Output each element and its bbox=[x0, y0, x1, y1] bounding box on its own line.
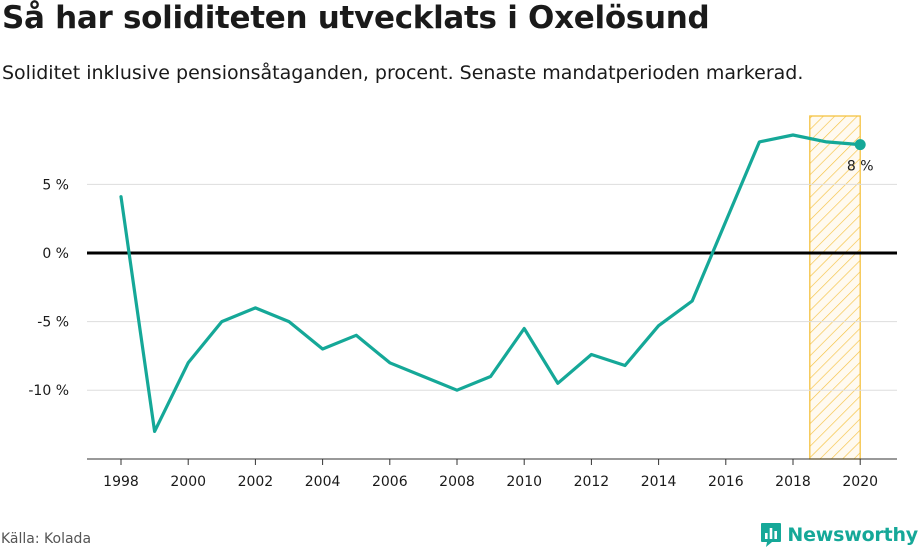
axis-layer: 5 % 0 % -5 % -10 % 1998 2000 2002 2004 2006 2008 2… bbox=[28, 177, 897, 490]
y-tick-label: 0 % bbox=[42, 246, 69, 262]
x-tick-label: 1998 bbox=[103, 474, 139, 490]
y-tick-label: 5 % bbox=[42, 177, 69, 193]
x-tick-label: 2018 bbox=[775, 474, 811, 490]
x-tick-label: 2008 bbox=[439, 474, 475, 490]
highlight-period bbox=[809, 115, 861, 460]
brand-logo: Newsworthy bbox=[760, 522, 918, 548]
newsworthy-logo-icon bbox=[761, 523, 782, 547]
x-tick-label: 2010 bbox=[506, 474, 542, 490]
x-tick-label: 2020 bbox=[842, 474, 878, 490]
series-line bbox=[119, 133, 862, 433]
brand-name: Newsworthy bbox=[787, 524, 918, 546]
gridlines-layer bbox=[87, 183, 897, 391]
series-layer bbox=[119, 133, 866, 433]
x-tick-label: 2004 bbox=[305, 474, 341, 490]
y-tick-label: -5 % bbox=[37, 315, 69, 331]
x-tick-label: 2016 bbox=[708, 474, 744, 490]
y-tick-label: -10 % bbox=[28, 383, 69, 399]
end-value-label: 8 % bbox=[847, 159, 874, 175]
x-tick-label: 2000 bbox=[170, 474, 206, 490]
highlight-period-layer bbox=[809, 115, 861, 460]
chart-title: Så har soliditeten utvecklats i Oxelösun… bbox=[2, 0, 710, 36]
chart-subtitle: Soliditet inklusive pensionsåtaganden, p… bbox=[2, 62, 804, 84]
label-layer: 8 % bbox=[847, 159, 874, 175]
x-tick-label: 2012 bbox=[574, 474, 610, 490]
source-note: Källa: Kolada bbox=[1, 531, 92, 547]
x-tick-label: 2006 bbox=[372, 474, 408, 490]
series-end-point bbox=[854, 139, 866, 151]
x-tick-label: 2002 bbox=[238, 474, 274, 490]
x-tick-label: 2014 bbox=[641, 474, 677, 490]
